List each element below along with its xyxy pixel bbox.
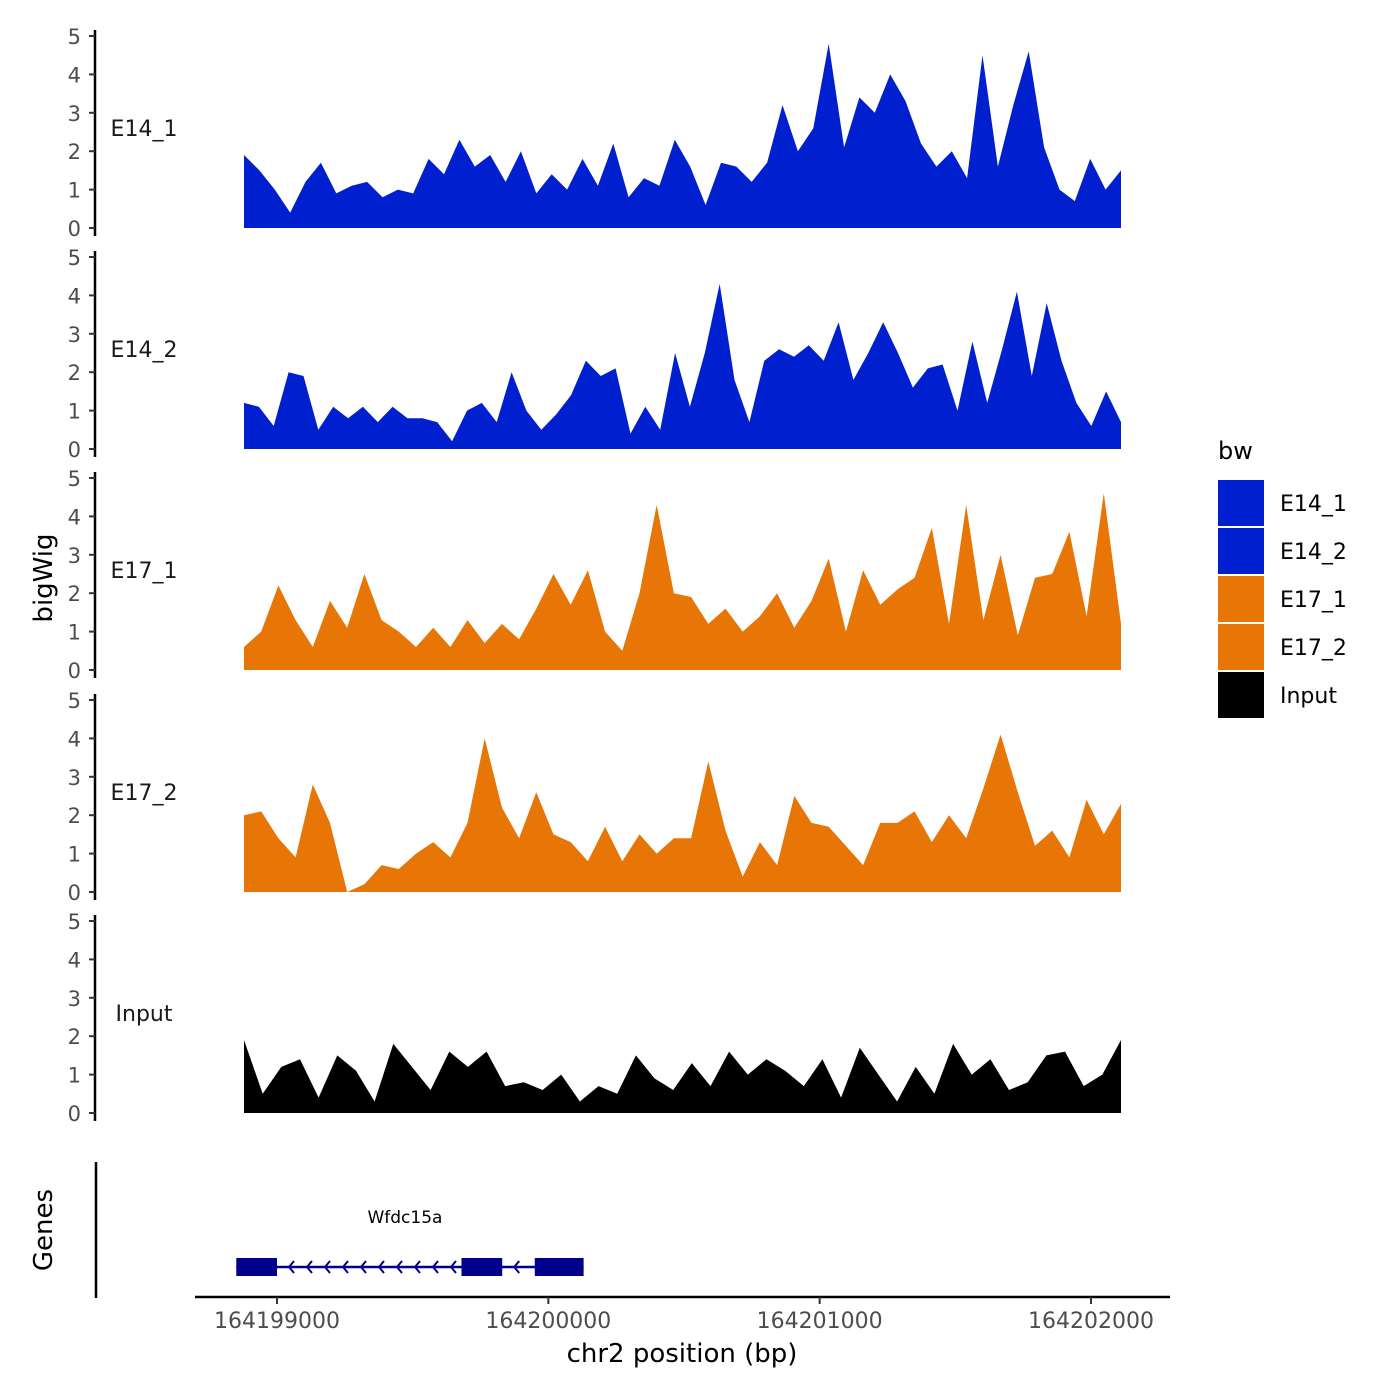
y-tick-label: 1 — [68, 400, 81, 424]
y-tick-label: 2 — [68, 140, 81, 164]
y-tick-label: 5 — [68, 25, 81, 49]
exon-block — [534, 1258, 584, 1276]
strand-arrow — [512, 1260, 520, 1274]
track-label: E14_1 — [111, 117, 178, 142]
strand-arrow — [305, 1260, 313, 1274]
legend: bw E14_1 E14_2 E17_1 E17_2 Input — [1218, 437, 1347, 718]
y-tick-label: 5 — [68, 246, 81, 270]
genes-panel: Genes Wfdc15a — [29, 1162, 584, 1298]
y-tick-label: 1 — [68, 1064, 81, 1088]
gene-name-label: Wfdc15a — [367, 1208, 442, 1228]
x-tick-label: 164200000 — [485, 1309, 611, 1334]
legend-entry-label: E17_2 — [1280, 636, 1347, 661]
coverage-area — [244, 43, 1121, 229]
y-tick-label: 4 — [68, 284, 81, 308]
y-tick-label: 0 — [68, 1102, 81, 1126]
legend-swatch — [1218, 480, 1264, 526]
legend-swatch — [1218, 672, 1264, 718]
coverage-area — [244, 283, 1121, 449]
y-tick-label: 1 — [68, 843, 81, 867]
y-tick-label: 0 — [68, 881, 81, 905]
y-tick-label: 5 — [68, 467, 81, 491]
y-tick-label: 2 — [68, 361, 81, 385]
legend-swatch — [1218, 624, 1264, 670]
strand-arrow — [287, 1260, 295, 1274]
legend-entry-label: E17_1 — [1280, 588, 1347, 613]
legend-entry-label: Input — [1280, 684, 1337, 709]
y-tick-label: 2 — [68, 1025, 81, 1049]
strand-arrow — [449, 1260, 457, 1274]
legend-title: bw — [1218, 437, 1253, 465]
track-e14-2: 0 1 2 3 4 5 E14_2 — [68, 246, 1121, 462]
coverage-area — [244, 734, 1121, 892]
legend-entry-label: E14_1 — [1280, 492, 1347, 517]
y-tick-label: 3 — [68, 987, 81, 1011]
y-tick-label: 0 — [68, 438, 81, 462]
exon-block — [461, 1258, 503, 1276]
x-tick-label: 164201000 — [757, 1309, 883, 1334]
y-tick-label: 5 — [68, 910, 81, 934]
y-tick-label: 1 — [68, 621, 81, 645]
y-tick-label: 4 — [68, 727, 81, 751]
x-tick-label: 164202000 — [1028, 1309, 1154, 1334]
y-tick-label: 3 — [68, 323, 81, 347]
track-e17-2: 0 1 2 3 4 5 E17_2 — [68, 689, 1121, 905]
exon-block — [236, 1258, 277, 1276]
x-axis-title: chr2 position (bp) — [567, 1339, 798, 1369]
genes-panel-label: Genes — [29, 1189, 59, 1271]
y-tick-label: 4 — [68, 948, 81, 972]
y-tick-label: 0 — [68, 217, 81, 241]
track-e14-1: 0 1 2 3 4 5 E14_1 — [68, 25, 1121, 241]
y-tick-label: 4 — [68, 63, 81, 87]
y-tick-label: 3 — [68, 544, 81, 568]
y-axis-title: bigWig — [29, 533, 59, 622]
strand-arrow — [323, 1260, 331, 1274]
y-tick-label: 3 — [68, 766, 81, 790]
strand-arrow — [341, 1260, 349, 1274]
legend-swatch — [1218, 576, 1264, 622]
x-tick-label: 164199000 — [214, 1309, 340, 1334]
track-label: E17_1 — [111, 559, 178, 584]
track-e17-1: 0 1 2 3 4 5 E17_1 — [68, 467, 1121, 683]
track-label: E14_2 — [111, 338, 178, 363]
y-tick-label: 0 — [68, 659, 81, 683]
strand-arrow — [431, 1260, 439, 1274]
strand-arrow — [413, 1260, 421, 1274]
y-tick-label: 2 — [68, 804, 81, 828]
track-label: Input — [116, 1002, 173, 1027]
y-tick-label: 1 — [68, 179, 81, 203]
y-tick-label: 3 — [68, 102, 81, 126]
coverage-area — [244, 1040, 1121, 1113]
legend-swatch — [1218, 528, 1264, 574]
strand-arrow — [395, 1260, 403, 1274]
x-axis: 164199000 164200000 164201000 164202000 — [195, 1295, 1170, 1334]
y-tick-label: 2 — [68, 582, 81, 606]
strand-arrow — [359, 1260, 367, 1274]
track-input: 0 1 2 3 4 5 Input — [68, 910, 1121, 1126]
coverage-area — [244, 493, 1121, 670]
y-tick-label: 4 — [68, 505, 81, 529]
tracks-layer: 0 1 2 3 4 5 E14_1 0 1 2 3 4 5 E14_2 0 1 2 3 4 5 E17_1 0 1 2 3 4 5 E… — [68, 25, 1121, 1126]
strand-arrow — [377, 1260, 385, 1274]
legend-entry-label: E14_2 — [1280, 540, 1347, 565]
y-tick-label: 5 — [68, 689, 81, 713]
track-label: E17_2 — [111, 781, 178, 806]
